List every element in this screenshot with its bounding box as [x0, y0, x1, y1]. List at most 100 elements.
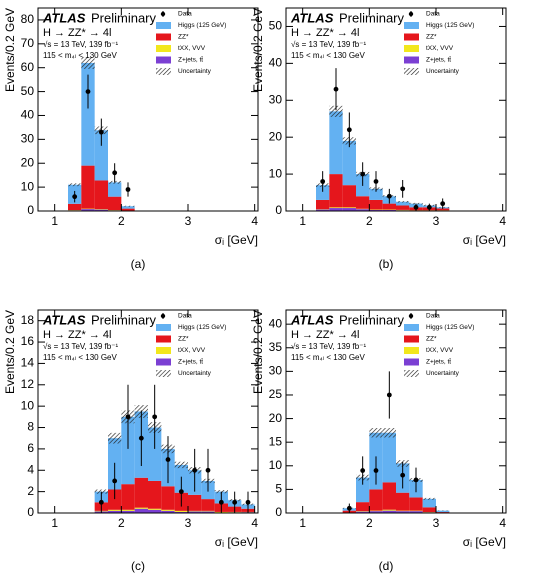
process: H → ZZ* → 4l — [291, 27, 359, 39]
stack-segment — [422, 507, 436, 513]
legend-marker — [404, 358, 419, 366]
legend-marker — [160, 11, 166, 17]
process: H → ZZ* → 4l — [43, 329, 111, 341]
x-tick-label: 1 — [51, 214, 58, 228]
legend-label: tXX, VVV — [426, 347, 454, 354]
uncertainty-band — [369, 428, 383, 438]
stack-segment — [316, 185, 330, 200]
y-tick-label: 10 — [21, 398, 35, 412]
stack-segment — [382, 203, 396, 210]
legend-marker — [404, 370, 419, 377]
legend-marker — [404, 22, 419, 29]
energy: √s = 13 TeV, 139 fb⁻¹ — [43, 40, 118, 49]
stack-segment — [369, 199, 383, 210]
legend-label: Higgs (125 GeV) — [426, 324, 474, 331]
y-tick-label: 0 — [275, 505, 282, 519]
stack-segment — [108, 489, 122, 510]
stack-segment — [148, 508, 162, 510]
plot-frame — [285, 309, 507, 514]
y-axis-label: Events/0.2 GeV — [251, 8, 265, 92]
stack-segment — [121, 510, 135, 513]
uncertainty-band — [329, 105, 343, 117]
legend-label: Data — [178, 11, 192, 18]
cut: 115 < m₄ₗ < 130 GeV — [291, 353, 365, 362]
data-point — [152, 414, 158, 420]
y-tick-label: 30 — [21, 132, 35, 146]
legend-label: tXX, VVV — [178, 45, 206, 52]
y-tick-label: 20 — [21, 155, 35, 169]
legend-marker — [408, 313, 414, 319]
stack-segment — [108, 509, 122, 511]
stack-segment — [134, 508, 148, 513]
x-tick-label: 2 — [118, 214, 125, 228]
legend-marker — [156, 347, 171, 354]
data-point — [400, 472, 406, 478]
data-point — [426, 204, 432, 210]
uncertainty-band — [68, 183, 82, 187]
data-point — [413, 204, 419, 210]
data-point — [112, 170, 118, 176]
y-tick-label: 50 — [21, 84, 35, 98]
stack-segment — [201, 511, 215, 513]
y-tick-label: 40 — [21, 108, 35, 122]
data-point — [112, 478, 118, 484]
data-point — [333, 86, 339, 92]
uncertainty-band — [174, 461, 188, 469]
legend-marker — [156, 358, 171, 366]
legend-marker — [156, 56, 171, 64]
legend-marker — [156, 324, 171, 331]
stack-segment — [81, 62, 95, 166]
x-tick-label: 3 — [185, 214, 192, 228]
x-axis-label: σᵢ [GeV] — [215, 233, 258, 247]
stack-segment — [68, 203, 82, 211]
legend-label: Data — [178, 313, 192, 320]
x-tick-label: 3 — [185, 516, 192, 530]
y-tick-label: 0 — [275, 203, 282, 217]
data-point — [218, 499, 224, 505]
stack-segment — [329, 174, 343, 208]
stack-segment — [396, 492, 410, 511]
energy: √s = 13 TeV, 139 fb⁻¹ — [291, 342, 366, 351]
panel-caption: (a) — [131, 257, 146, 271]
legend-marker — [408, 11, 414, 17]
y-tick-label: 40 — [269, 56, 283, 70]
x-tick-label: 4 — [499, 214, 506, 228]
data-point — [125, 187, 131, 192]
stack-segment — [356, 477, 370, 503]
data-point — [373, 468, 379, 473]
stack-segment — [369, 209, 383, 211]
stack-segment — [81, 165, 95, 209]
plot-frame — [285, 7, 507, 212]
stack-segment — [108, 196, 122, 211]
stack-segment — [356, 196, 370, 209]
cut: 115 < m₄ₗ < 130 GeV — [43, 51, 117, 60]
stack-segment — [94, 180, 108, 210]
y-tick-label: 0 — [27, 505, 34, 519]
legend-label: tXX, VVV — [178, 347, 206, 354]
legend-marker — [156, 68, 171, 75]
stack-segment — [329, 208, 343, 211]
y-tick-label: 10 — [269, 166, 283, 180]
legend-marker — [156, 335, 171, 343]
stack-segment — [356, 511, 370, 513]
stack-segment — [108, 182, 122, 197]
y-axis-label: Events/0.2 GeV — [3, 8, 17, 92]
data-point — [386, 392, 392, 398]
data-point — [245, 499, 251, 505]
data-point — [205, 467, 211, 473]
legend-marker — [156, 22, 171, 29]
stack-segment — [94, 209, 108, 211]
y-tick-label: 30 — [269, 364, 283, 378]
y-tick-label: 5 — [275, 482, 282, 496]
y-tick-label: 70 — [21, 36, 35, 50]
legend-label: Higgs (125 GeV) — [426, 22, 474, 29]
stack-segment — [369, 511, 383, 513]
data-point — [98, 129, 104, 135]
legend-label: Uncertainty — [178, 68, 212, 75]
uncertainty-band — [121, 205, 135, 207]
uncertainty-band — [108, 432, 122, 444]
stack-segment — [94, 130, 108, 181]
stack-segment — [188, 511, 202, 513]
stack-segment — [174, 510, 188, 512]
legend-marker — [160, 313, 166, 319]
